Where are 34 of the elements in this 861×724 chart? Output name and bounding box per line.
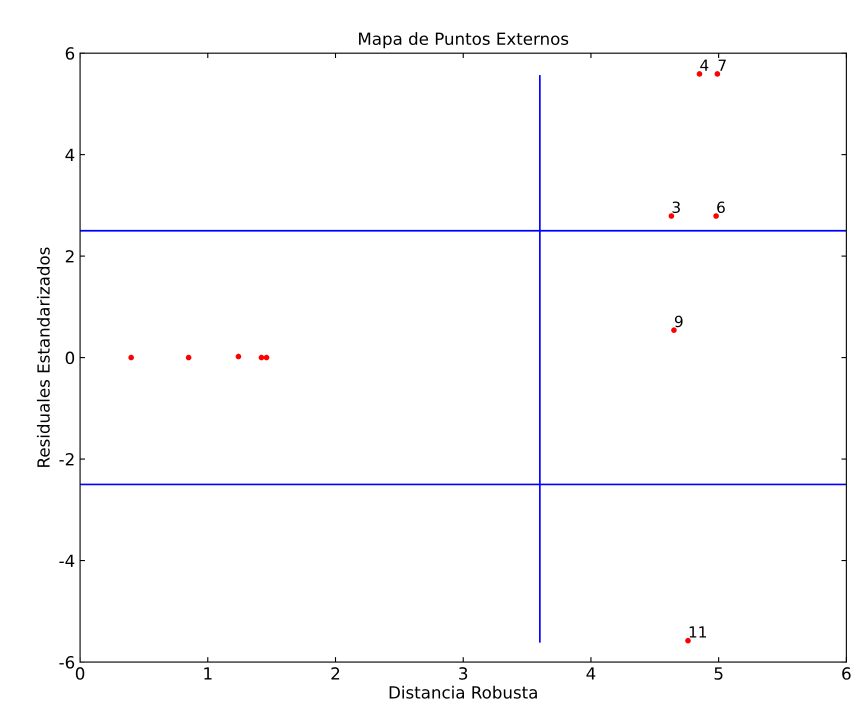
point bbox=[668, 213, 674, 219]
annotation: 11 bbox=[690, 626, 706, 638]
y-tick-label: -4 bbox=[59, 554, 74, 567]
x-tick-label: 5 bbox=[714, 667, 722, 680]
point bbox=[128, 354, 134, 360]
x-tick-label: 2 bbox=[331, 667, 340, 680]
y-tick-label: 6 bbox=[66, 47, 74, 60]
annotation: 4 bbox=[700, 60, 708, 71]
y-tick-label: 0 bbox=[66, 352, 74, 364]
point bbox=[236, 354, 242, 360]
point bbox=[264, 354, 270, 360]
y-tick-label: -6 bbox=[59, 656, 74, 669]
point bbox=[713, 213, 719, 219]
annotation: 9 bbox=[674, 316, 683, 328]
y-tick-label: 4 bbox=[65, 148, 74, 161]
point bbox=[258, 354, 264, 360]
point bbox=[186, 354, 192, 360]
x-tick-label: 4 bbox=[586, 667, 596, 680]
y-tick-label: 2 bbox=[66, 250, 74, 262]
annotation: 6 bbox=[717, 202, 725, 214]
point bbox=[685, 638, 691, 644]
x-axis-title: Distancia Robusta bbox=[390, 686, 537, 699]
y-tick-label: -2 bbox=[59, 453, 74, 466]
annotation: 3 bbox=[672, 202, 680, 214]
y-axis-title: Residuales Estandarizados bbox=[36, 247, 50, 467]
x-tick-label: 1 bbox=[204, 667, 212, 680]
x-tick-label: 3 bbox=[459, 667, 468, 680]
annotation: 7 bbox=[718, 60, 726, 71]
chart-title: Mapa de Puntos Externos bbox=[359, 32, 568, 48]
x-tick-label: 6 bbox=[842, 667, 851, 680]
point bbox=[696, 71, 702, 77]
point bbox=[714, 71, 720, 77]
x-tick-label: 0 bbox=[76, 667, 84, 680]
point bbox=[671, 327, 677, 333]
